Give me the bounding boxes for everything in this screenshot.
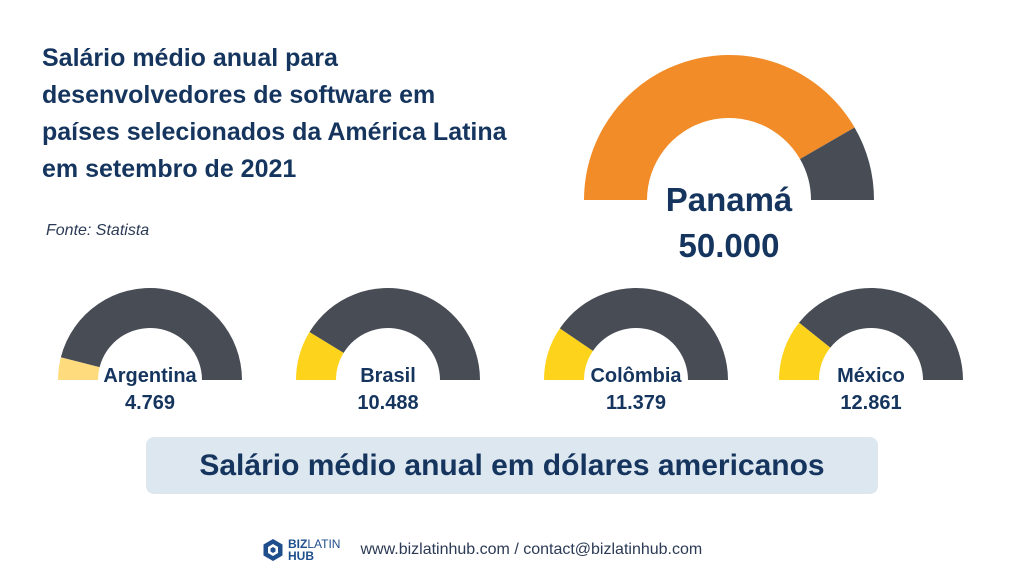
logo-biz: BIZ: [288, 537, 308, 551]
gauge-colombia-remainder-arc: [559, 288, 728, 380]
hexagon-logo-icon: [263, 539, 283, 561]
gauge-value-panama: 50.000: [678, 227, 780, 264]
gauge-brasil-remainder-arc: [309, 288, 480, 380]
gauge-value-mexico: 12.861: [840, 392, 902, 414]
gauge-mexico-remainder-arc: [799, 287, 964, 380]
gauge-argentina-remainder-arc: [60, 287, 242, 380]
gauge-value-argentina: 4.769: [124, 392, 176, 414]
gauge-label-argentina: Argentina: [103, 365, 197, 387]
gauge-label-panama: Panamá: [665, 181, 793, 218]
gauge-label-mexico: México: [837, 365, 905, 387]
gauge-panama-remainder-arc: [800, 127, 874, 200]
logo-latin: LATIN: [307, 537, 341, 551]
footer: BIZLATIN HUB www.bizlatinhub.com / conta…: [262, 533, 702, 567]
logo-hub: HUB: [288, 549, 314, 563]
gauge-value-colombia: 11.379: [605, 392, 667, 414]
unit-caption: Salário médio anual em dólares americano…: [199, 448, 825, 482]
contact-links[interactable]: www.bizlatinhub.com / contact@bizlatinhu…: [360, 541, 703, 558]
gauge-label-colombia: Colômbia: [590, 365, 682, 387]
gauge-label-brasil: Brasil: [360, 365, 416, 387]
unit-caption-box: Salário médio anual em dólares americano…: [146, 437, 878, 494]
source-note: Fonte: Statista: [46, 222, 150, 239]
gauge-argentina-value-arc: [58, 357, 100, 380]
gauge-colombia-value-arc: [544, 328, 593, 380]
gauge-brasil-value-arc: [296, 331, 344, 380]
gauge-panama-value-arc: [584, 55, 855, 200]
gauge-mexico-value-arc: [779, 322, 831, 380]
chart-title: Salário médio anual para desenvolvedores…: [42, 44, 507, 183]
bizlatinhub-logo[interactable]: BIZLATIN HUB: [262, 538, 340, 562]
gauge-value-brasil: 10.488: [357, 392, 419, 414]
